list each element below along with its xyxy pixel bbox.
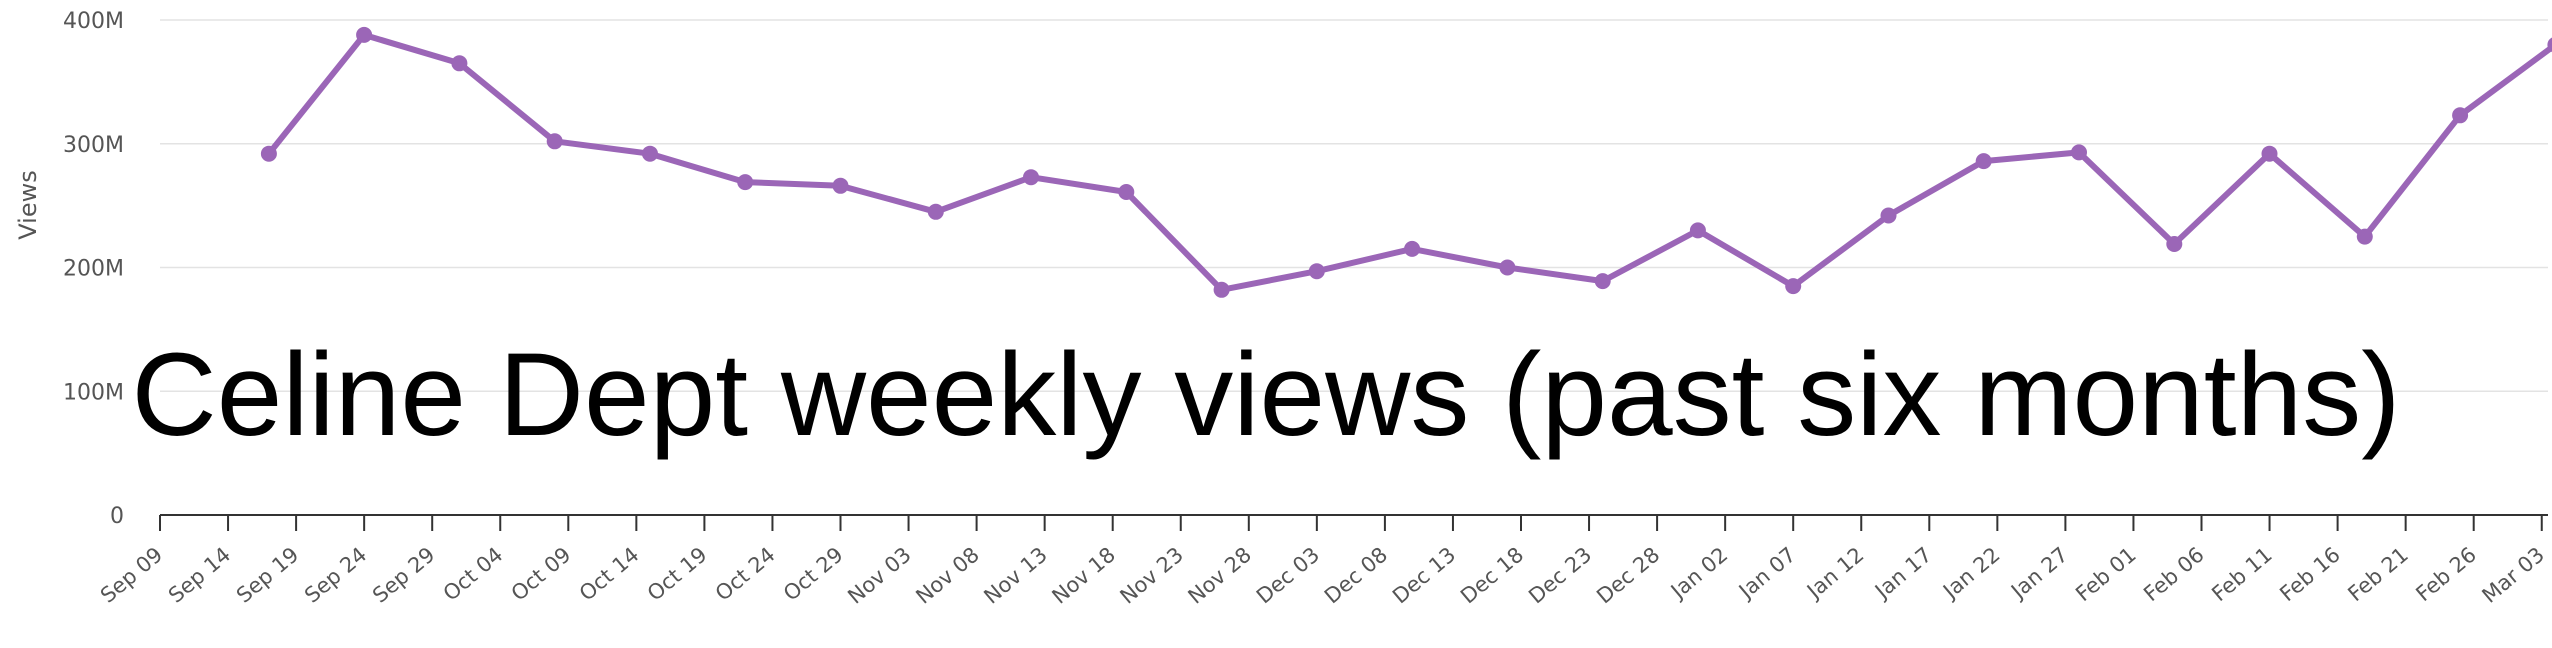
x-tick-label: Sep 14 (164, 542, 235, 607)
data-point (2071, 144, 2087, 161)
x-tick-label: Oct 19 (643, 542, 712, 605)
x-tick-label: Oct 04 (439, 542, 508, 605)
y-tick-label: 100M (63, 380, 124, 405)
x-tick-label: Sep 29 (368, 542, 439, 607)
data-point (1023, 169, 1039, 186)
x-tick-label: Nov 23 (1116, 542, 1188, 608)
data-point (2166, 236, 2183, 252)
data-point (737, 174, 754, 191)
data-point (1785, 278, 1802, 295)
y-tick-label: 0 (110, 504, 124, 529)
data-point (1975, 153, 1992, 170)
y-tick-label: 300M (63, 133, 124, 158)
data-point (546, 133, 563, 150)
x-tick-label: Nov 28 (1184, 542, 1256, 608)
x-tick-label: Nov 13 (979, 542, 1051, 608)
data-point (1213, 281, 1230, 298)
y-axis-ticks: 0 100M 200M 300M 400M (63, 9, 124, 529)
y-tick-label: 200M (63, 257, 124, 282)
x-tick-label: Sep 09 (96, 542, 167, 607)
data-point (1689, 222, 1706, 239)
x-tick-label: Oct 29 (779, 542, 848, 605)
chart-title: Celine Dept weekly views (past six month… (131, 329, 2400, 461)
x-tick-label: Jan 02 (1665, 542, 1732, 604)
series-views (260, 26, 2552, 298)
y-axis-label: Views (14, 170, 42, 239)
x-tick-label: Jan 27 (2005, 542, 2072, 604)
data-point (1880, 207, 1897, 224)
x-tick-label: Dec 13 (1388, 542, 1460, 608)
x-tick-label: Jan 22 (1937, 542, 2004, 604)
x-tick-label: Oct 24 (711, 542, 780, 605)
x-tick-label: Oct 09 (507, 542, 576, 605)
data-point (1404, 240, 1421, 257)
x-tick-label: Feb 21 (2343, 542, 2412, 606)
x-tick-label: Dec 28 (1592, 542, 1664, 608)
data-point (2547, 37, 2552, 53)
x-tick-label: Jan 07 (1733, 542, 1800, 604)
data-point (356, 26, 373, 43)
data-point (642, 145, 658, 162)
x-tick-label: Nov 08 (911, 542, 983, 608)
x-tick-label: Sep 19 (232, 542, 303, 607)
data-point (832, 177, 849, 194)
data-point (260, 145, 277, 162)
x-tick-label: Nov 03 (843, 542, 915, 608)
data-point (1308, 263, 1325, 280)
x-tick-label: Jan 17 (1869, 542, 1936, 604)
x-tick-label: Dec 18 (1456, 542, 1528, 608)
data-point (2452, 107, 2469, 124)
x-tick-label: Mar 03 (2478, 542, 2549, 607)
data-point (2261, 145, 2278, 162)
x-tick-label: Dec 03 (1252, 542, 1324, 608)
x-tick-label: Feb 26 (2411, 542, 2480, 606)
data-point (2356, 228, 2373, 245)
x-tick-label: Feb 01 (2071, 542, 2140, 606)
x-tick-label: Feb 06 (2139, 542, 2208, 606)
x-tick-label: Jan 12 (1801, 542, 1868, 604)
x-tick-label: Sep 24 (300, 542, 371, 607)
data-point (927, 203, 944, 220)
x-tick-label: Nov 18 (1048, 542, 1120, 608)
data-point (1118, 184, 1135, 200)
data-point (1594, 273, 1611, 290)
data-point (1499, 259, 1516, 276)
x-tick-label: Feb 16 (2275, 542, 2344, 606)
y-tick-label: 400M (63, 9, 124, 34)
data-point (451, 55, 468, 72)
x-tick-label: Dec 23 (1524, 542, 1596, 608)
x-tick-label: Feb 11 (2207, 542, 2276, 606)
x-tick-label: Dec 08 (1320, 542, 1392, 608)
x-tick-label: Oct 14 (575, 542, 644, 605)
